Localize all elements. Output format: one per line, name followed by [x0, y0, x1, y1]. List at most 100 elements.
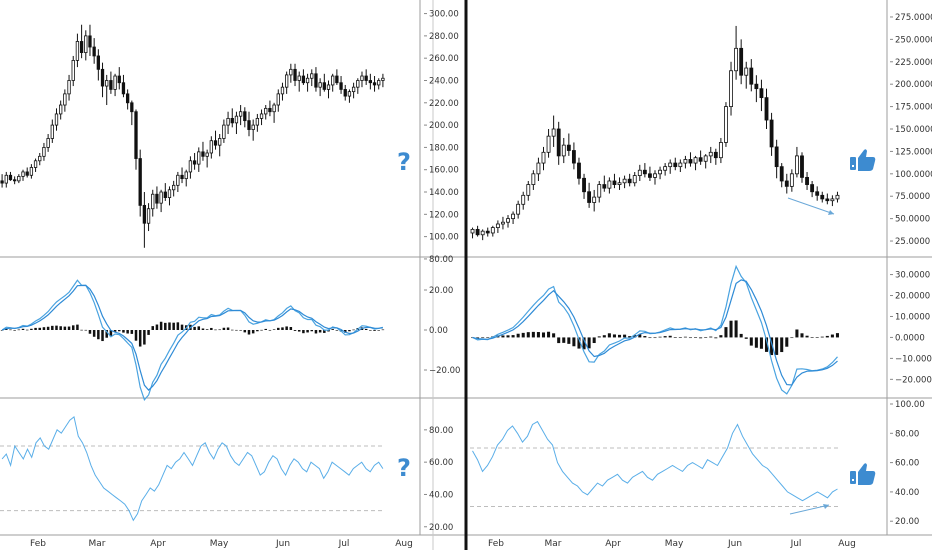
- candle-body: [297, 75, 301, 81]
- candle-body: [612, 180, 617, 185]
- macd-histogram-bar: [800, 333, 804, 338]
- candle-body: [734, 47, 739, 72]
- macd-histogram-bar: [226, 327, 230, 330]
- candle-body: [205, 152, 209, 157]
- candle-body: [637, 169, 642, 177]
- macd-histogram-bar: [749, 337, 753, 346]
- y-tick-label: 250.0000: [895, 35, 932, 45]
- macd-histogram-bar: [5, 328, 8, 330]
- candle-body: [264, 107, 268, 115]
- x-tick-label: Mar: [545, 539, 562, 549]
- macd-histogram-bar: [88, 330, 92, 334]
- candle-body: [105, 80, 109, 87]
- x-tick-label: Jun: [275, 539, 290, 549]
- macd-histogram-bar: [683, 336, 687, 338]
- candle-body: [125, 93, 130, 104]
- signal-line: [472, 279, 838, 386]
- macd-histogram-bar: [293, 330, 297, 331]
- macd-histogram-bar: [673, 337, 677, 338]
- thumb-cuff: [850, 157, 856, 170]
- macd-histogram-bar: [9, 329, 12, 331]
- macd-histogram-bar: [285, 326, 288, 330]
- candle-body: [0, 180, 4, 184]
- macd-histogram-bar: [25, 329, 29, 331]
- candle-body: [789, 173, 794, 187]
- candle-body: [820, 194, 825, 200]
- x-tick-label: Feb: [488, 539, 504, 549]
- candle-body: [17, 175, 21, 182]
- candle-body: [470, 228, 475, 234]
- candle-body: [172, 184, 176, 191]
- macd-histogram-bar: [268, 329, 272, 331]
- macd-histogram-bar: [143, 330, 146, 345]
- macd-histogram-bar: [501, 335, 505, 338]
- macd-histogram-bar: [506, 335, 510, 338]
- macd-histogram-bar: [101, 330, 104, 342]
- y-tick-label: 80.00: [895, 429, 919, 439]
- candle-body: [617, 182, 622, 185]
- candle-body: [176, 174, 180, 186]
- y-tick-label: 10.0000: [895, 312, 930, 322]
- candle-body: [75, 41, 80, 61]
- candle-body: [42, 147, 46, 157]
- candle-body: [92, 46, 96, 57]
- y-tick-label: 100.00: [895, 400, 925, 410]
- macd-histogram-bar: [193, 326, 196, 330]
- y-tick-label: 140.00: [429, 188, 459, 198]
- candle-body: [218, 138, 222, 146]
- candle-body: [151, 193, 155, 210]
- macd-histogram-bar: [251, 330, 255, 334]
- macd-histogram-bar: [764, 337, 769, 352]
- candle-body: [243, 111, 247, 122]
- candle-body: [368, 80, 373, 84]
- candle-body: [276, 93, 280, 106]
- candle-body: [314, 73, 318, 88]
- candle-body: [67, 80, 71, 95]
- candle-body: [293, 68, 297, 81]
- macd-histogram-bar: [653, 337, 657, 339]
- macd-histogram-bar: [130, 330, 134, 334]
- candle-body: [744, 67, 749, 76]
- macd-histogram-bar: [377, 330, 380, 331]
- divergence-arrowhead: [828, 210, 834, 215]
- macd-histogram-bar: [381, 329, 385, 331]
- candle-body: [134, 111, 138, 159]
- candle-body: [724, 106, 728, 143]
- candle-body: [59, 104, 63, 115]
- macd-histogram-bar: [486, 337, 490, 339]
- candle-body: [259, 113, 264, 119]
- time-axes: Feb Mar Apr May Jun Jul Aug Feb Mar Apr May Jun Jul A…: [30, 539, 856, 549]
- candle-body: [12, 179, 17, 182]
- macd-histogram-bar: [582, 337, 586, 350]
- candle-body: [764, 97, 769, 121]
- candle-body: [566, 144, 571, 151]
- macd-histogram-bar: [704, 337, 708, 338]
- y-tick-label: 260.00: [429, 54, 459, 64]
- macd-histogram-bar: [256, 330, 259, 332]
- macd-histogram-bar: [607, 333, 611, 338]
- y-tick-label: −10.0000: [895, 354, 932, 364]
- macd-histogram-bar: [168, 322, 171, 330]
- macd-histogram-bar: [314, 330, 318, 334]
- candle-body: [322, 82, 326, 90]
- candle-body: [4, 174, 8, 184]
- macd-histogram-bar: [643, 336, 647, 338]
- candle-body: [372, 82, 377, 86]
- macd-histogram-bar: [138, 330, 142, 347]
- y-tick-label: 20.00: [895, 517, 919, 527]
- macd-histogram-bar: [536, 332, 540, 338]
- candle-body: [800, 155, 804, 178]
- candle-body: [285, 74, 289, 88]
- candle-body: [561, 144, 566, 157]
- candle-body: [739, 47, 744, 76]
- x-tick-label: Aug: [838, 539, 856, 549]
- candle-body: [347, 91, 352, 97]
- candle-body: [663, 166, 668, 171]
- macd-histogram-bar: [699, 337, 703, 339]
- candle-body: [121, 82, 126, 95]
- macd-histogram-bar: [71, 325, 75, 330]
- macd-histogram-bar: [780, 337, 784, 353]
- thumbs-up-icon: [850, 149, 876, 171]
- macd-histogram-bar: [281, 327, 284, 330]
